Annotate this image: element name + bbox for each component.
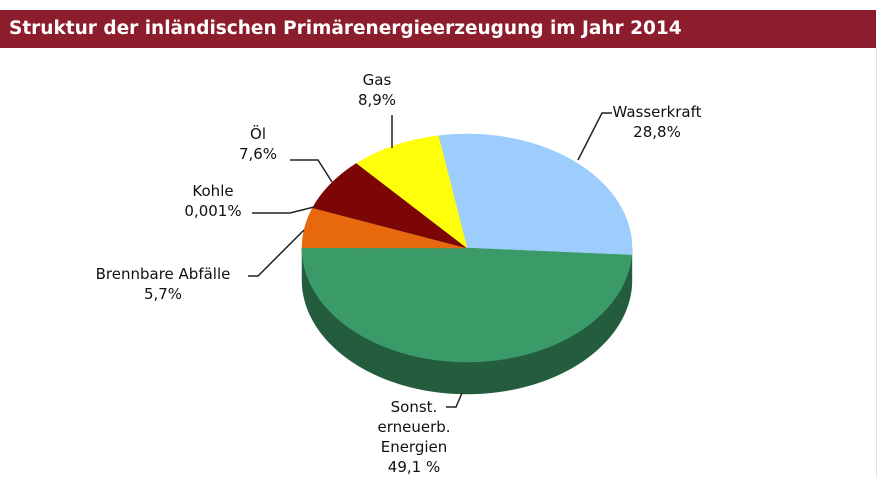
slice-label: Wasserkraft 28,8% bbox=[612, 102, 701, 142]
category-label: Brennbare Abfälle bbox=[95, 265, 231, 283]
category-label: Sonst. erneuerb. Energien bbox=[377, 398, 451, 456]
title-bar: Struktur der inländischen Primärenergiee… bbox=[0, 10, 876, 48]
leaders bbox=[248, 112, 612, 408]
slice-label: Sonst. erneuerb. Energien 49,1 % bbox=[369, 397, 459, 477]
slice bbox=[301, 247, 632, 363]
leader-line bbox=[446, 392, 463, 408]
slice-label: Gas 8,9% bbox=[358, 70, 396, 110]
slice-label: Kohle 0,001% bbox=[184, 181, 241, 221]
pie bbox=[301, 133, 633, 395]
category-label: Öl bbox=[250, 125, 266, 143]
value-label: 49,1 % bbox=[387, 458, 441, 476]
value-label: 5,7% bbox=[143, 285, 183, 303]
slice bbox=[356, 135, 468, 249]
value-label: 7,6% bbox=[238, 145, 278, 163]
value-label: 28,8% bbox=[633, 123, 681, 141]
slice bbox=[438, 133, 633, 256]
category-label: Gas bbox=[362, 71, 392, 89]
frame-edge bbox=[876, 48, 877, 478]
slice-label: Brennbare Abfälle 5,7% bbox=[96, 264, 231, 304]
leader-line bbox=[290, 159, 333, 183]
category-label: Kohle bbox=[192, 182, 234, 200]
slice bbox=[312, 162, 468, 249]
leader-line bbox=[252, 206, 315, 214]
chart-title: Struktur der inländischen Primärenergiee… bbox=[9, 18, 682, 39]
slice bbox=[301, 207, 468, 249]
category-label: Wasserkraft bbox=[612, 103, 702, 121]
value-label: 8,9% bbox=[357, 91, 397, 109]
value-label: 0,001% bbox=[184, 202, 242, 220]
leader-line bbox=[248, 229, 305, 277]
leader-line bbox=[577, 112, 612, 161]
slice-label: Öl 7,6% bbox=[239, 124, 277, 164]
